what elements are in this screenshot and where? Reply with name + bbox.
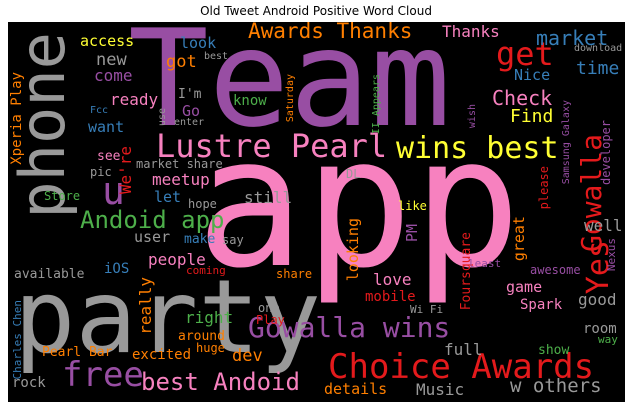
- word-free: free: [62, 355, 144, 395]
- word-available: available: [14, 267, 85, 282]
- word-good: good: [578, 290, 617, 309]
- word-cloud: Team app phone party Lustre Pearl wins b…: [8, 22, 625, 402]
- word-enter: enter: [174, 117, 205, 128]
- word-wi-fi: Wi Fi: [410, 303, 444, 316]
- word-way: way: [598, 333, 618, 346]
- word-got: got: [166, 52, 197, 72]
- word-music: Music: [416, 380, 465, 399]
- word-fcc: Fcc: [90, 105, 109, 116]
- word-excited: excited: [132, 347, 192, 363]
- word-around: around: [178, 329, 225, 344]
- word-charles-chen: Charles Chen: [11, 300, 24, 380]
- word-great: great: [510, 216, 528, 262]
- word-want: want: [88, 118, 125, 136]
- word-nexus: Nexus: [605, 238, 618, 272]
- word-download: download: [574, 43, 623, 54]
- word-look: look: [180, 34, 217, 52]
- word-coming: coming: [186, 264, 226, 277]
- word-saturday: Saturday: [285, 74, 296, 123]
- word-dev: dev: [232, 346, 263, 366]
- word-best-andoid: best Andoid: [141, 368, 300, 396]
- word-best-small: best: [204, 51, 229, 62]
- word-check: Check: [492, 86, 553, 110]
- word-one: one: [258, 301, 280, 315]
- word-make: make: [184, 232, 216, 247]
- word-nice: Nice: [514, 66, 551, 84]
- figure-title: Old Tweet Android Positive Word Cloud: [200, 4, 432, 18]
- word-see: see: [97, 149, 121, 164]
- word-get: get: [496, 35, 554, 73]
- word-w-others: w others: [510, 375, 602, 397]
- word-show: show: [538, 343, 570, 358]
- word-new: new: [96, 50, 127, 70]
- word-gowalla-wins: Gowalla wins: [248, 311, 451, 344]
- word-im: I'm: [178, 87, 202, 102]
- word-rock: rock: [12, 375, 46, 391]
- word-team: Team: [128, 22, 451, 157]
- word-spark: Spark: [520, 297, 563, 313]
- word-know: know: [233, 93, 267, 109]
- word-were: We're: [116, 146, 135, 195]
- word-let: let: [154, 188, 182, 206]
- word-store: Store: [44, 189, 81, 203]
- word-developer: developer: [599, 120, 613, 186]
- word-well: well: [584, 216, 623, 235]
- word-awards-thanks: Awards Thanks: [248, 22, 413, 43]
- word-xperia-play: Xperia Play: [9, 72, 25, 165]
- word-pic: pic: [90, 165, 112, 179]
- word-wins-best: wins best: [396, 131, 559, 166]
- word-app: app: [196, 99, 522, 308]
- word-share: share: [276, 267, 313, 281]
- word-say: say: [222, 233, 244, 247]
- word-room: room: [583, 321, 617, 337]
- word-lustre-pearl: Lustre Pearl: [156, 127, 388, 165]
- word-right: right: [185, 308, 234, 327]
- word-love: love: [373, 270, 412, 289]
- word-user: user: [134, 228, 171, 246]
- word-go: Go: [182, 102, 201, 120]
- word-full: full: [444, 340, 483, 359]
- word-foursquare: Foursquare: [459, 232, 474, 311]
- word-u: u: [102, 169, 125, 213]
- word-come: come: [94, 66, 133, 85]
- word-ii-appears: II Appears: [371, 74, 382, 135]
- word-wish: wish: [467, 104, 478, 129]
- word-hope: hope: [188, 197, 217, 211]
- word-use: use: [157, 108, 168, 127]
- word-market: market: [536, 26, 609, 50]
- word-still: still: [244, 188, 293, 207]
- word-details: details: [324, 380, 388, 398]
- word-find: Find: [510, 106, 554, 127]
- word-please: please: [537, 166, 551, 210]
- word-ready: ready: [110, 90, 159, 109]
- word-meetup: meetup: [152, 170, 210, 189]
- word-awesome: awesome: [530, 263, 581, 277]
- word-really: really: [136, 277, 155, 335]
- word-dl: DL: [346, 167, 361, 181]
- word-market-share: market share: [136, 157, 223, 171]
- word-time: time: [576, 58, 620, 79]
- word-andoid-app: Andoid app: [80, 206, 225, 234]
- word-play: Play: [256, 313, 285, 327]
- word-people: people: [148, 250, 206, 269]
- word-choice-awards: Choice Awards: [328, 347, 595, 387]
- word-game: game: [506, 278, 543, 296]
- word-mobile: mobile: [365, 289, 416, 305]
- word-samsung-galaxy: Samsung Galaxy: [561, 100, 572, 185]
- word-like: like: [398, 199, 427, 213]
- word-pm: PM: [403, 224, 421, 243]
- word-access: access: [80, 32, 135, 50]
- word-party: party: [14, 258, 322, 377]
- word-least: least: [468, 257, 502, 270]
- word-ios: iOS: [104, 261, 130, 277]
- word-pearl-bar: Pearl Bar: [42, 345, 113, 360]
- word-huge: huge: [196, 341, 225, 355]
- word-thanks: Thanks: [442, 22, 500, 41]
- word-looking: looking: [344, 218, 362, 282]
